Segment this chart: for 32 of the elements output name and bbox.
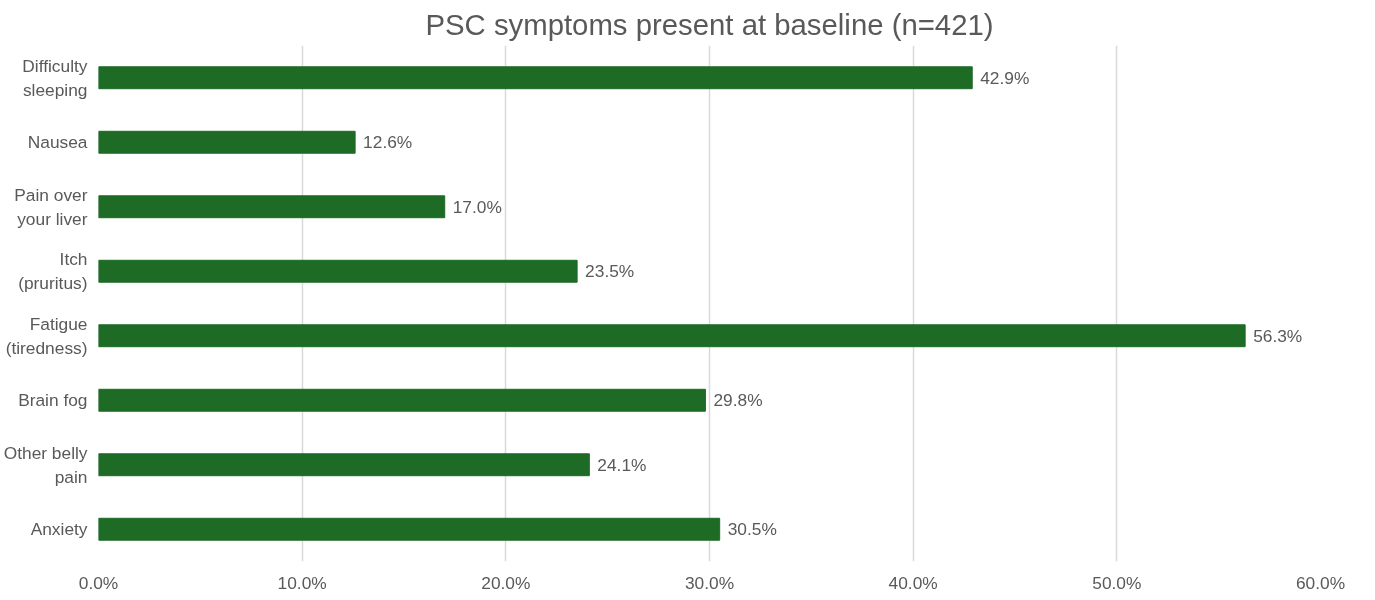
bar (98, 453, 590, 477)
data-label: 29.8% (713, 390, 763, 411)
bar (98, 324, 1246, 348)
data-label: 24.1% (597, 454, 647, 475)
x-tick-label: 10.0% (277, 572, 327, 593)
y-tick-label: Nausea (27, 132, 88, 153)
y-tick-label: Fatigue (tiredness) (5, 313, 88, 358)
data-label: 56.3% (1253, 325, 1303, 346)
y-tick-label: Pain over your liver (14, 184, 88, 229)
bar (98, 259, 578, 283)
bar (98, 66, 973, 90)
y-tick-label: Other belly pain (3, 442, 88, 487)
data-label: 30.5% (727, 519, 777, 540)
bar (98, 130, 356, 154)
x-tick-label: 60.0% (1295, 572, 1346, 593)
bar (98, 388, 706, 412)
x-tick-label: 50.0% (1092, 572, 1142, 593)
y-tick-label: Itch (pruritus) (18, 249, 88, 294)
data-label: 17.0% (452, 196, 502, 217)
x-tick-label: 30.0% (684, 572, 735, 593)
bar (98, 195, 446, 219)
y-tick-label: Difficulty sleeping (22, 55, 88, 100)
x-tick-label: 0.0% (78, 572, 119, 593)
data-label: 23.5% (585, 261, 635, 282)
chart-title: PSC symptoms present at baseline (n=421) (425, 7, 994, 41)
data-label: 42.9% (980, 67, 1030, 88)
x-tick-label: 40.0% (888, 572, 938, 593)
y-tick-label: Brain fog (18, 390, 88, 411)
data-label: 12.6% (363, 132, 413, 153)
x-tick-label: 20.0% (481, 572, 531, 593)
y-tick-label: Anxiety (30, 519, 88, 540)
bar (98, 517, 721, 541)
